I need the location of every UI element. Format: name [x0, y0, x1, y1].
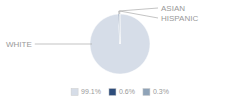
- legend-swatch: [109, 89, 116, 96]
- slice-label: HISPANIC: [161, 14, 198, 23]
- legend: 99.1% 0.6% 0.3%: [71, 88, 169, 95]
- slice-label: ASIAN: [161, 4, 185, 13]
- legend-item: 99.1%: [71, 88, 101, 95]
- pie-slice: [119, 14, 121, 44]
- legend-item: 0.6%: [109, 88, 135, 95]
- leader-line: [35, 44, 92, 45]
- chart: WHITE ASIANHISPANIC 99.1% 0.6% 0.3%: [0, 0, 240, 100]
- legend-label: 99.1%: [81, 88, 101, 95]
- legend-swatch: [143, 89, 150, 96]
- annotations: WHITE ASIANHISPANIC: [6, 4, 198, 49]
- legend-swatch: [71, 89, 78, 96]
- legend-label: 0.6%: [119, 88, 135, 95]
- legend-label: 0.3%: [153, 88, 169, 95]
- pie-slice: [90, 14, 150, 74]
- leader-line: [119, 8, 158, 14]
- pie: [90, 14, 150, 74]
- slice-label: WHITE: [6, 40, 32, 49]
- pie-slice: [118, 14, 120, 44]
- leader-line: [120, 11, 158, 18]
- legend-item: 0.3%: [143, 88, 169, 95]
